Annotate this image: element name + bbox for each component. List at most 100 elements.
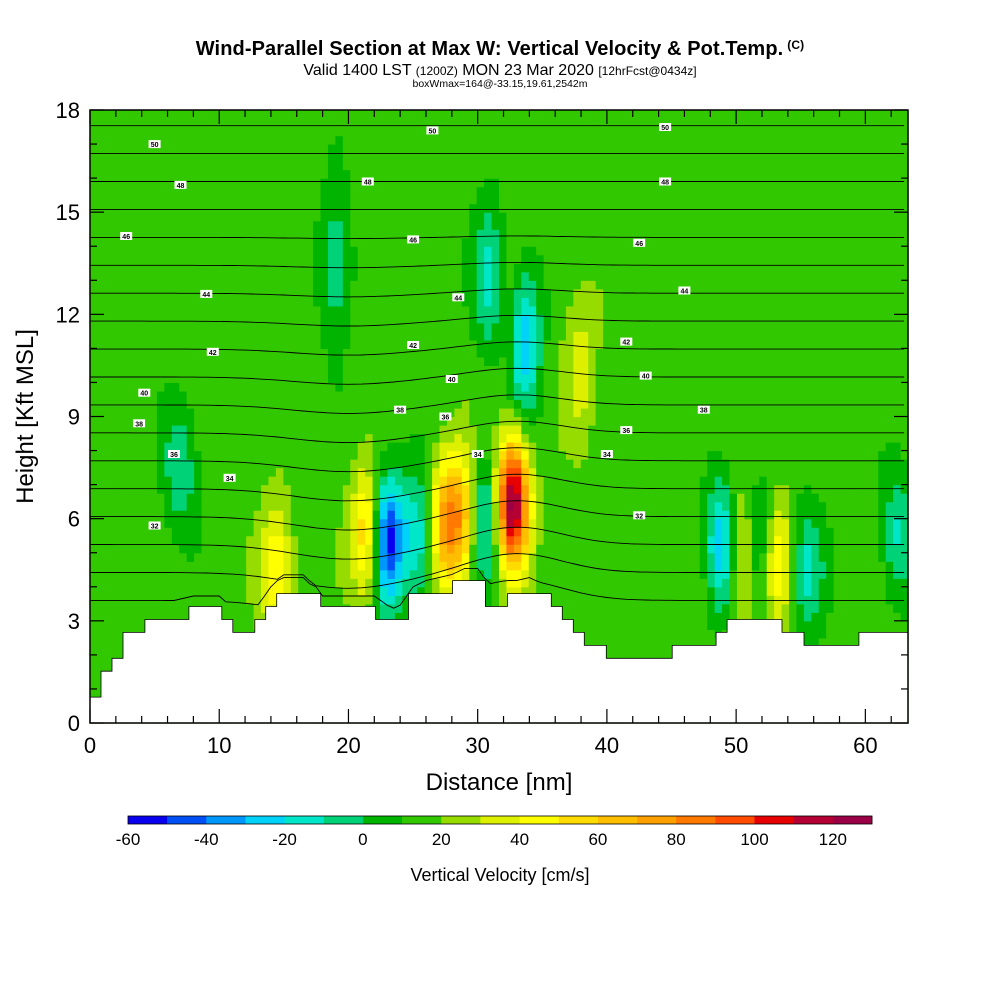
velocity-cell	[194, 569, 203, 579]
velocity-cell	[476, 297, 485, 307]
velocity-cell	[506, 339, 515, 349]
velocity-cell	[246, 229, 255, 239]
velocity-cell	[565, 229, 574, 239]
velocity-cell	[439, 288, 448, 298]
velocity-cell	[476, 348, 485, 358]
velocity-cell	[164, 135, 173, 145]
velocity-cell	[387, 186, 396, 196]
velocity-cell	[521, 425, 530, 435]
velocity-cell	[261, 535, 270, 545]
velocity-cell	[417, 297, 426, 307]
velocity-cell	[327, 578, 336, 588]
velocity-cell	[179, 459, 188, 469]
velocity-cell	[513, 195, 522, 205]
velocity-cell	[565, 263, 574, 273]
velocity-cell	[231, 603, 240, 613]
velocity-cell	[231, 331, 240, 341]
velocity-cell	[536, 467, 545, 477]
velocity-cell	[327, 314, 336, 324]
velocity-cell	[439, 493, 448, 503]
velocity-cell	[90, 450, 99, 460]
velocity-cell	[446, 212, 455, 222]
velocity-cell	[506, 467, 515, 477]
velocity-cell	[417, 518, 426, 528]
velocity-cell	[417, 476, 426, 486]
velocity-cell	[342, 331, 351, 341]
velocity-cell	[506, 382, 515, 392]
velocity-cell	[298, 246, 307, 256]
velocity-cell	[439, 237, 448, 247]
velocity-cell	[223, 246, 232, 256]
velocity-cell	[186, 110, 195, 120]
velocity-cell	[275, 433, 284, 443]
velocity-cell	[335, 552, 344, 562]
velocity-cell	[246, 305, 255, 315]
velocity-cell	[142, 203, 151, 213]
velocity-cell	[142, 135, 151, 145]
velocity-cell	[439, 450, 448, 460]
velocity-cell	[350, 356, 359, 367]
velocity-cell	[335, 476, 344, 486]
velocity-cell	[565, 399, 574, 409]
velocity-cell	[238, 433, 247, 443]
velocity-cell	[446, 144, 455, 154]
velocity-cell	[327, 348, 336, 358]
velocity-cell	[112, 169, 121, 179]
velocity-cell	[387, 433, 396, 443]
velocity-cell	[186, 271, 195, 281]
velocity-cell	[528, 186, 537, 196]
velocity-cell	[290, 271, 299, 281]
velocity-cell	[491, 527, 500, 537]
velocity-cell	[320, 135, 329, 145]
velocity-cell	[446, 288, 455, 298]
velocity-cell	[439, 382, 448, 392]
velocity-cell	[216, 195, 225, 205]
velocity-cell	[298, 450, 307, 460]
velocity-cell	[119, 399, 128, 409]
velocity-cell	[313, 297, 322, 307]
velocity-cell	[283, 280, 292, 290]
velocity-cell	[164, 586, 173, 596]
velocity-cell	[521, 178, 530, 188]
velocity-cell	[186, 527, 195, 537]
velocity-cell	[528, 399, 537, 409]
velocity-cell	[335, 348, 344, 358]
velocity-cell	[268, 127, 277, 137]
velocity-cell	[394, 186, 403, 196]
velocity-cell	[201, 425, 210, 435]
velocity-cell	[580, 373, 589, 384]
velocity-cell	[402, 288, 411, 298]
velocity-cell	[580, 271, 589, 281]
velocity-cell	[387, 586, 396, 596]
velocity-cell	[417, 152, 426, 162]
velocity-cell	[558, 288, 567, 298]
velocity-cell	[127, 552, 136, 562]
velocity-cell	[551, 305, 560, 315]
velocity-cell	[506, 229, 515, 239]
velocity-cell	[223, 535, 232, 545]
velocity-cell	[283, 288, 292, 298]
velocity-cell	[528, 178, 537, 188]
velocity-cell	[238, 476, 247, 486]
velocity-cell	[156, 561, 165, 571]
velocity-cell	[402, 135, 411, 145]
velocity-cell	[409, 390, 418, 401]
velocity-cell	[446, 314, 455, 324]
velocity-cell	[357, 186, 366, 196]
velocity-cell	[565, 110, 574, 120]
velocity-cell	[573, 322, 582, 332]
velocity-cell	[298, 569, 307, 579]
velocity-cell	[499, 237, 508, 247]
velocity-cell	[432, 501, 441, 511]
velocity-cell	[104, 569, 113, 579]
velocity-cell	[127, 510, 136, 520]
velocity-cell	[194, 399, 203, 409]
velocity-cell	[327, 467, 336, 477]
velocity-cell	[112, 220, 121, 230]
velocity-cell	[402, 510, 411, 520]
velocity-cell	[231, 263, 240, 273]
velocity-cell	[528, 450, 537, 460]
velocity-cell	[484, 237, 493, 247]
velocity-cell	[90, 339, 99, 349]
velocity-cell	[134, 620, 143, 630]
